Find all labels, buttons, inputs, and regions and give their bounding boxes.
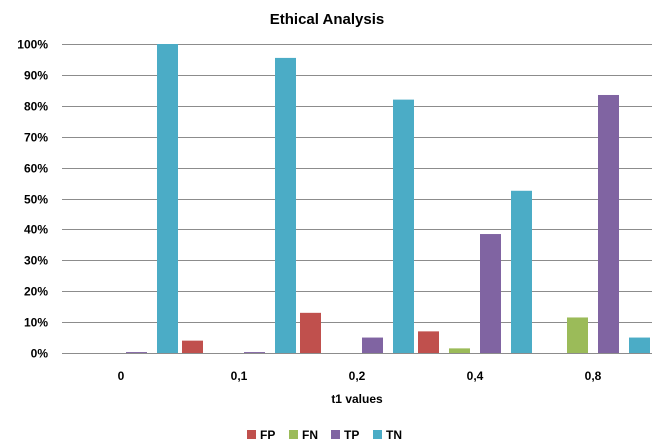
legend-label-fp: FP <box>260 428 275 442</box>
legend-label-tn: TN <box>386 428 402 442</box>
y-tick-label: 40% <box>24 223 48 237</box>
bar-fp-1 <box>182 340 203 353</box>
bar-fp-3 <box>418 331 439 353</box>
x-tick-label: 0,4 <box>467 369 484 383</box>
bars <box>126 44 650 354</box>
bar-fn-3 <box>449 348 470 353</box>
bar-tn-4 <box>629 337 650 353</box>
y-tick-label: 100% <box>17 38 48 52</box>
bar-fp-2 <box>300 312 321 353</box>
x-axis-label: t1 values <box>331 392 383 406</box>
bar-tp-2 <box>362 337 383 353</box>
bar-tp-4 <box>598 94 619 354</box>
y-tick-label: 90% <box>24 69 48 83</box>
bar-tn-0 <box>157 44 178 353</box>
x-tick-label: 0 <box>118 369 125 383</box>
legend-swatch-fp <box>247 430 256 439</box>
bar-tp-0 <box>126 352 147 353</box>
bar-tn-3 <box>511 190 532 353</box>
y-tick-label: 0% <box>31 347 49 361</box>
y-tick-label: 20% <box>24 285 48 299</box>
y-tick-label: 70% <box>24 131 48 145</box>
x-tick-label: 0,2 <box>349 369 366 383</box>
legend-swatch-tp <box>331 430 340 439</box>
legend-swatch-fn <box>289 430 298 439</box>
x-tick-label: 0,8 <box>585 369 602 383</box>
y-tick-label: 30% <box>24 254 48 268</box>
bar-fn-4 <box>567 317 588 353</box>
x-tick-label: 0,1 <box>231 369 248 383</box>
y-axis-ticks: 0% 10% 20% 30% 40% 50% 60% 70% 80% 90% 100% <box>17 38 48 361</box>
bar-tn-2 <box>393 99 414 354</box>
bar-tp-1 <box>244 352 265 353</box>
bar-tn-1 <box>275 57 296 353</box>
y-tick-label: 60% <box>24 162 48 176</box>
gridlines <box>62 44 652 354</box>
y-tick-label: 80% <box>24 100 48 114</box>
x-axis-ticks: 0 0,1 0,2 0,4 0,8 <box>118 369 602 383</box>
y-tick-label: 50% <box>24 193 48 207</box>
legend: FP FN TP TN <box>247 428 402 442</box>
legend-label-fn: FN <box>302 428 318 442</box>
legend-swatch-tn <box>373 430 382 439</box>
y-tick-label: 10% <box>24 316 48 330</box>
legend-label-tp: TP <box>344 428 359 442</box>
bar-tp-3 <box>480 234 501 353</box>
chart-title: Ethical Analysis <box>270 11 385 28</box>
